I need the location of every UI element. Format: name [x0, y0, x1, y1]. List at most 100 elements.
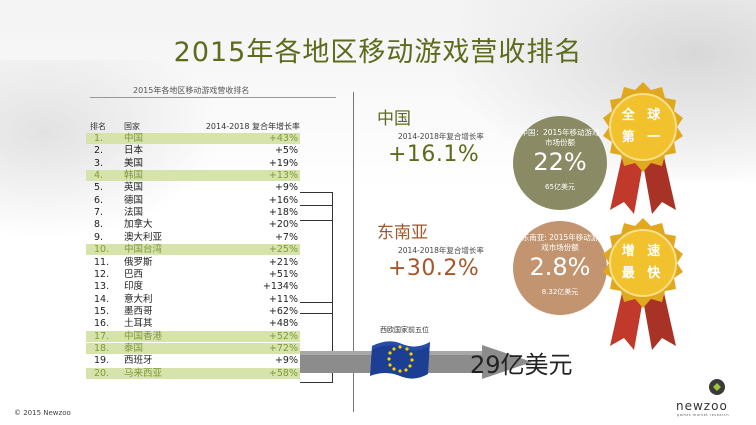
table-subtitle: 2015年各地区移动游戏营收排名	[133, 86, 250, 95]
table-row: 16. 土耳其 +48%	[86, 318, 300, 329]
sea-title: 东南亚	[377, 223, 428, 243]
country-cell: 墨西哥	[124, 305, 153, 317]
rank-cell: 16.	[94, 318, 110, 330]
medal-icon	[603, 218, 683, 350]
rank-cell: 12.	[94, 268, 110, 280]
header-rank: 排名	[90, 122, 106, 131]
country-cell: 马来西亚	[124, 367, 163, 379]
newzoo-logo-icon	[709, 379, 725, 395]
growth-cell: +134%	[262, 281, 298, 293]
subtitle-divider	[90, 97, 336, 98]
copyright: © 2015 Newzoo	[14, 409, 71, 417]
growth-cell: +58%	[268, 367, 298, 379]
sea-share-circle: 东南亚: 2015年移动游戏市场份额 2.8% 8.32亿美元	[513, 221, 607, 315]
bracket-line-mexico	[300, 313, 332, 314]
sea-revenue: 8.32亿美元	[541, 288, 579, 296]
badge-fastest-growth: 增 速 最 快	[594, 214, 692, 354]
rank-cell: 14.	[94, 293, 110, 305]
growth-cell: +20%	[268, 219, 298, 231]
rank-cell: 20.	[94, 367, 110, 379]
growth-cell: +9%	[274, 355, 298, 367]
china-cagr-label: 2014-2018年复合增长率	[398, 132, 484, 141]
country-cell: 印度	[124, 281, 144, 293]
badge-line-1: 增 速	[621, 244, 665, 259]
newzoo-logo: newzoo	[676, 399, 728, 413]
table-row: 1. 中国 +43%	[86, 133, 300, 144]
background-shade-right	[456, 0, 756, 180]
growth-cell: +62%	[268, 305, 298, 317]
country-cell: 中国	[124, 133, 144, 144]
country-cell: 美国	[124, 157, 144, 169]
country-cell: 澳大利亚	[124, 231, 163, 243]
country-cell: 英国	[124, 182, 144, 194]
country-cell: 泰国	[124, 342, 144, 354]
newzoo-tagline: games market research	[677, 413, 730, 417]
rank-cell: 4.	[94, 170, 104, 182]
china-share-circle: 中国：2015年移动游戏市场份额 22% 65亿美元	[513, 116, 607, 210]
europe-bracket-bottom	[300, 302, 333, 383]
growth-cell: +11%	[268, 293, 298, 305]
background-shade-left	[0, 60, 220, 240]
table-row: 14. 意大利 +11%	[86, 294, 300, 305]
rank-cell: 10.	[94, 244, 110, 256]
rank-cell: 9.	[94, 231, 104, 243]
table-row: 7. 法国 +18%	[86, 207, 300, 218]
growth-cell: +25%	[268, 244, 298, 256]
europe-label: 西欧国家前五位	[380, 326, 429, 334]
bracket-line-germany	[300, 205, 332, 206]
rank-cell: 7.	[94, 207, 104, 219]
badge-line-2: 第 一	[621, 130, 665, 145]
sea-share-value: 2.8%	[529, 253, 591, 281]
china-share-value: 22%	[533, 148, 587, 176]
badge-global-first: 全 球 第 一	[594, 78, 692, 218]
rank-cell: 8.	[94, 219, 104, 231]
sea-share-label: 东南亚: 2015年移动游戏市场份额	[521, 233, 599, 252]
country-cell: 土耳其	[124, 318, 153, 330]
growth-cell: +43%	[268, 133, 298, 144]
growth-cell: +48%	[268, 318, 298, 330]
table-row: 4. 韩国 +13%	[86, 170, 300, 182]
china-revenue: 65亿美元	[545, 183, 575, 191]
table-row: 12. 巴西 +51%	[86, 269, 300, 280]
country-cell: 加拿大	[124, 219, 153, 231]
europe-bracket-top	[300, 192, 333, 221]
growth-cell: +52%	[268, 330, 298, 342]
rank-cell: 5.	[94, 182, 104, 194]
table-row: 3. 美国 +19%	[86, 158, 300, 169]
table-row: 10. 中国台湾 +25%	[86, 244, 300, 256]
country-cell: 法国	[124, 207, 144, 219]
country-cell: 俄罗斯	[124, 256, 153, 268]
page-title: 2015年各地区移动游戏营收排名	[173, 37, 583, 68]
country-cell: 日本	[124, 145, 144, 157]
country-cell: 意大利	[124, 293, 153, 305]
table-row: 17. 中国香港 +52%	[86, 330, 300, 342]
eu-flag-icon	[370, 341, 430, 379]
country-cell: 德国	[124, 194, 144, 206]
rank-cell: 2.	[94, 145, 104, 157]
country-cell: 中国香港	[124, 330, 163, 342]
badge-line-1: 全 球	[621, 108, 665, 123]
growth-cell: +18%	[268, 207, 298, 219]
sea-cagr-label: 2014-2018年复合增长率	[398, 246, 484, 255]
growth-cell: +51%	[268, 268, 298, 280]
table-row: 11. 俄罗斯 +21%	[86, 257, 300, 268]
country-cell: 巴西	[124, 268, 144, 280]
growth-cell: +72%	[268, 342, 298, 354]
growth-cell: +21%	[268, 256, 298, 268]
growth-cell: +5%	[274, 145, 298, 157]
table-row: 8. 加拿大 +20%	[86, 219, 300, 230]
rank-cell: 1.	[94, 133, 104, 144]
header-growth: 2014-2018 复合年增长率	[205, 122, 300, 131]
medal-icon	[603, 82, 683, 214]
growth-cell: +19%	[268, 157, 298, 169]
table-row: 13. 印度 +134%	[86, 281, 300, 292]
badge-line-2: 最 快	[621, 266, 665, 281]
table-row: 20. 马来西亚 +58%	[86, 367, 300, 379]
rank-cell: 17.	[94, 330, 110, 342]
rank-cell: 15.	[94, 305, 110, 317]
table-row: 5. 英国 +9%	[86, 182, 300, 193]
growth-cell: +7%	[274, 231, 298, 243]
rank-cell: 6.	[94, 194, 104, 206]
country-cell: 西班牙	[124, 355, 153, 367]
growth-cell: +13%	[268, 170, 298, 182]
